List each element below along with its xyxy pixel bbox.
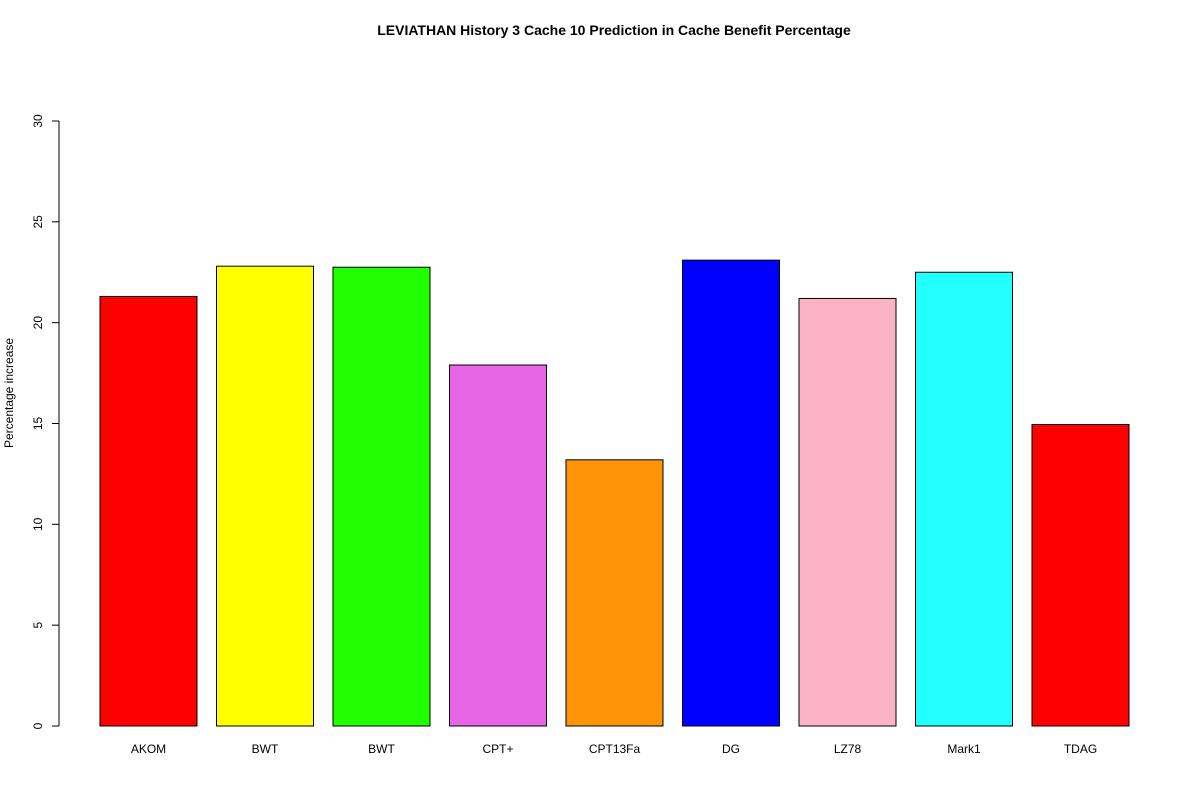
x-axis-category-labels: AKOM BWT BWT CPT+ CPT13Fa DG LZ78 Mark1 TDAG bbox=[131, 742, 1097, 756]
bar-lz78-6 bbox=[798, 297, 897, 727]
bar-bwt-1 bbox=[216, 265, 314, 727]
bar-tdag-8 bbox=[1031, 424, 1130, 727]
bar-bwt-2 bbox=[332, 266, 431, 727]
x-category-label: BWT bbox=[368, 742, 395, 756]
x-category-label: Mark1 bbox=[947, 742, 981, 756]
bar-dg-5 bbox=[682, 259, 780, 727]
x-category-label: AKOM bbox=[131, 742, 166, 756]
x-category-label: DG bbox=[722, 742, 740, 756]
y-axis-ticks: 0 5 10 15 20 25 30 bbox=[31, 114, 59, 729]
bar-mark1-7 bbox=[915, 271, 1013, 727]
y-tick-label: 5 bbox=[31, 622, 45, 629]
x-category-label: CPT+ bbox=[482, 742, 513, 756]
y-tick-label: 0 bbox=[31, 722, 45, 729]
chart-title: LEVIATHAN History 3 Cache 10 Prediction … bbox=[377, 22, 851, 38]
bar-akom-0 bbox=[99, 295, 198, 727]
x-category-label: CPT13Fa bbox=[589, 742, 641, 756]
y-tick-label: 10 bbox=[31, 517, 45, 531]
y-tick-label: 20 bbox=[31, 316, 45, 330]
x-category-label: LZ78 bbox=[834, 742, 862, 756]
bar-cpt--3 bbox=[449, 364, 547, 727]
x-category-label: BWT bbox=[252, 742, 279, 756]
y-tick-label: 15 bbox=[31, 417, 45, 431]
bar-cpt13fa-4 bbox=[565, 459, 664, 727]
x-category-label: TDAG bbox=[1064, 742, 1097, 756]
y-axis-label: Percentage increase bbox=[2, 338, 16, 448]
y-tick-label: 30 bbox=[31, 114, 45, 128]
bars bbox=[99, 259, 1130, 727]
y-tick-label: 25 bbox=[31, 215, 45, 229]
